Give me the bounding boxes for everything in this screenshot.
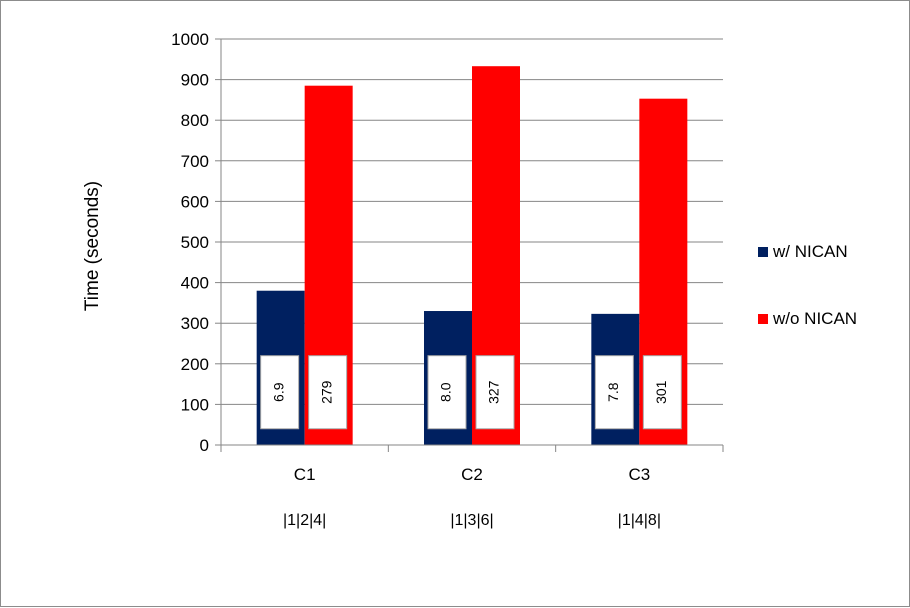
x-category-sublabel: |1|2|4| bbox=[283, 512, 326, 529]
y-tick-label: 100 bbox=[181, 395, 209, 414]
data-label: 301 bbox=[653, 380, 669, 404]
y-tick-label: 400 bbox=[181, 274, 209, 293]
data-label-box bbox=[427, 355, 467, 430]
y-tick-label: 500 bbox=[181, 233, 209, 252]
x-category-label: C2 bbox=[461, 465, 483, 484]
y-tick-label: 0 bbox=[200, 436, 209, 455]
data-label-box bbox=[594, 355, 634, 430]
x-category-label: C3 bbox=[628, 465, 650, 484]
data-label: 6.9 bbox=[270, 382, 286, 402]
x-category-sublabel: |1|3|6| bbox=[450, 512, 493, 529]
axes: 0 100 200 300 400 500 600 700 800 900 1000 C1 |1|2|4… bbox=[171, 30, 724, 529]
data-label: 327 bbox=[486, 380, 502, 404]
data-label-box bbox=[475, 355, 515, 430]
x-category-sublabel: |1|4|8| bbox=[618, 512, 661, 529]
y-tick-label: 300 bbox=[181, 314, 209, 333]
data-label: 8.0 bbox=[438, 382, 454, 402]
y-tick-label: 1000 bbox=[171, 30, 209, 49]
y-tick-label: 700 bbox=[181, 152, 209, 171]
y-axis-title: Time (seconds) bbox=[82, 181, 103, 311]
legend-swatch bbox=[758, 314, 768, 324]
legend-swatch bbox=[758, 247, 768, 257]
y-tick-label: 800 bbox=[181, 111, 209, 130]
y-tick-label: 200 bbox=[181, 355, 209, 374]
data-label: 279 bbox=[318, 380, 334, 404]
data-label-box bbox=[642, 355, 682, 430]
bars: 6.9 279 8.0 327 7.8 301 bbox=[256, 66, 688, 446]
data-label-box bbox=[260, 355, 300, 430]
y-tick-label: 600 bbox=[181, 192, 209, 211]
x-category-label: C1 bbox=[294, 465, 316, 484]
legend-label: w/ NICAN bbox=[772, 242, 848, 261]
data-label: 7.8 bbox=[605, 382, 621, 402]
data-label-box bbox=[308, 355, 348, 430]
y-tick-label: 900 bbox=[181, 71, 209, 90]
legend-label: w/o NICAN bbox=[772, 309, 857, 328]
legend: w/ NICAN w/o NICAN bbox=[758, 242, 857, 328]
